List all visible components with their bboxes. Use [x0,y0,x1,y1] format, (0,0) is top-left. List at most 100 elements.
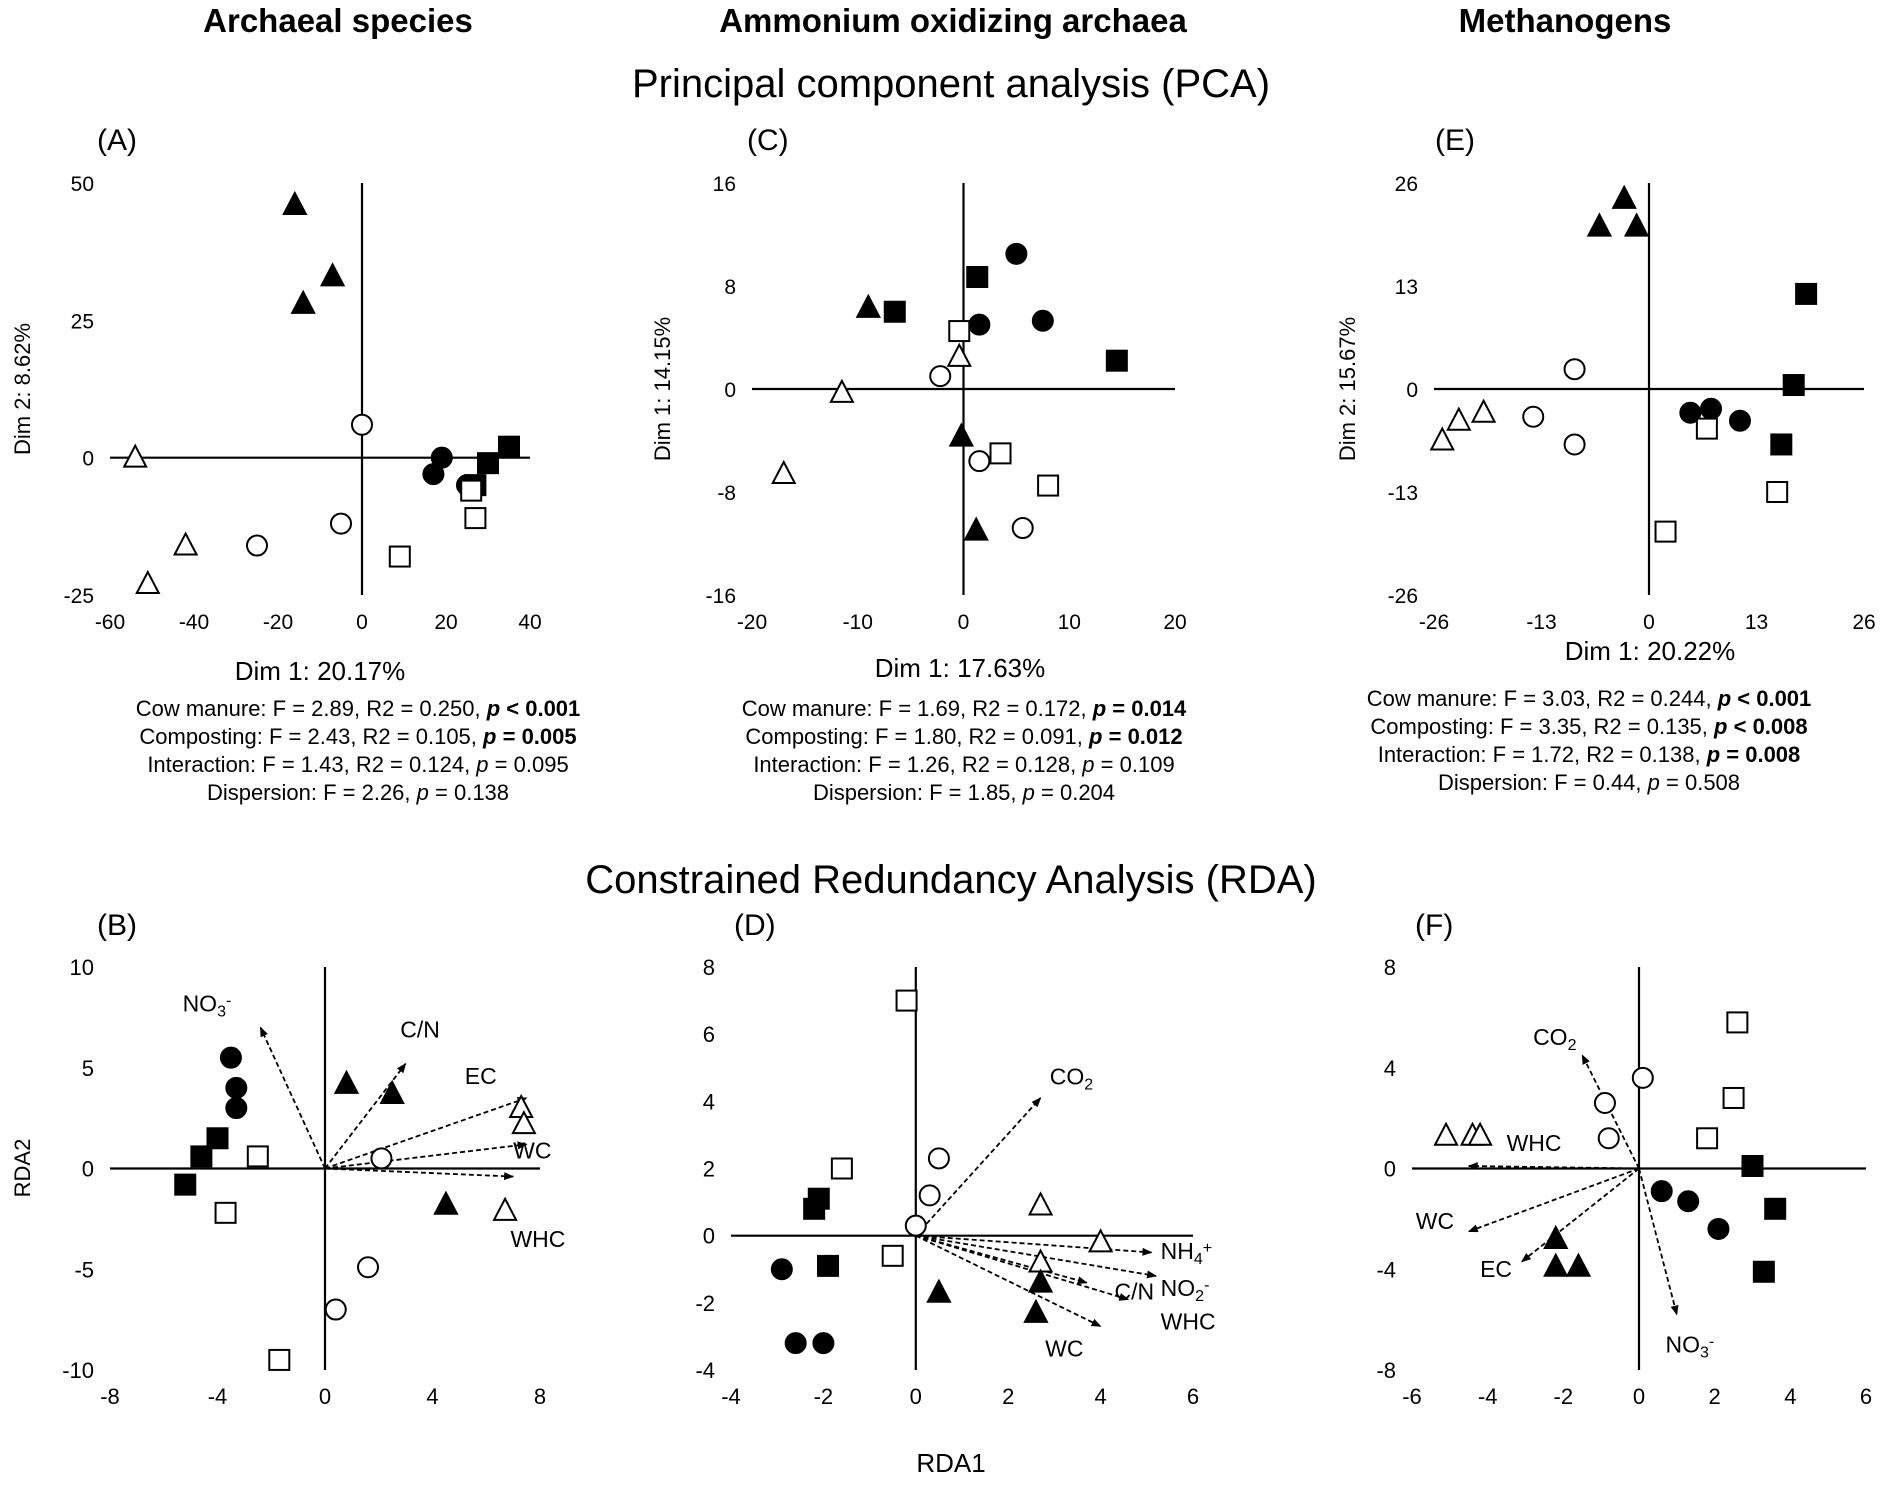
open-square-point [246,1145,269,1168]
filled-square-point [1782,374,1805,397]
filled-triangle-point [433,1190,459,1215]
open-circle-point [929,365,952,388]
x-tick-label: 4 [426,1384,438,1409]
y-tick-label: 2 [703,1157,715,1182]
open-triangle-point [1027,1248,1054,1273]
row-title-pca: Principal component analysis (PCA) [631,62,1271,106]
stats-row: Dispersion: F = 1.85, p = 0.204 [812,780,1116,805]
open-circle-point [330,512,352,535]
x-tick-label: 10 [1058,611,1081,634]
vector-arrow [915,1234,1102,1328]
y-tick-label: 0 [1384,1157,1396,1182]
y-axis-label: RDA2 [10,1139,35,1198]
open-square-point [1722,1086,1745,1109]
x-tick-label: 20 [1163,611,1186,634]
x-tick-label: -20 [263,611,293,634]
y-tick-label: 6 [703,1022,715,1047]
vector-arrow [324,1062,407,1170]
vector-arrow [915,1234,1153,1256]
y-tick-label: -16 [706,585,736,608]
x-tick-label: 0 [1633,1384,1645,1409]
y-tick-label: 8 [724,276,736,299]
filled-square-point [1752,1260,1775,1283]
open-triangle-point [1467,1121,1493,1146]
y-tick-label: 8 [703,955,715,980]
y-axis-label: Dim 2: 8.62% [10,323,35,455]
column-title-archaeal-species: Archaeal species [203,2,473,39]
filled-triangle-point [1611,184,1637,209]
filled-triangle-point [333,1069,360,1094]
x-tick-label: 6 [1860,1384,1872,1409]
column-title-methanogens: Methanogens [1458,2,1672,39]
stats-panel-a: Cow manure: F = 2.89, R2 = 0.250, p < 0.… [78,695,638,807]
stats-row: Interaction: F = 1.43, R2 = 0.124, p = 0… [147,752,569,777]
filled-square-point [1764,1197,1787,1220]
open-triangle-point [1433,1121,1459,1146]
open-circle-point [370,1147,393,1170]
open-circle-point [1597,1127,1620,1150]
stats-row: Interaction: F = 1.26, R2 = 0.128, p = 0… [753,752,1175,777]
vector-label: WC [1045,1336,1083,1362]
vector-label: WC [513,1137,551,1163]
panel-e: -26 -13 0 13 26 -26 -13 0 13 26 (E) Dim 1: 20.22% Di… [1335,124,1876,666]
filled-circle-point [1728,409,1751,432]
y-tick-label: -25 [64,585,94,608]
panel-label: (F) [1415,909,1453,942]
x-tick-label: 0 [910,1384,922,1409]
x-tick-label: 0 [356,611,368,634]
vector-arrow [324,1097,528,1170]
vector-arrow [915,1234,1158,1279]
x-tick-label: 20 [434,611,457,634]
filled-square-point [966,265,989,288]
filled-circle-point [968,313,991,336]
panel-d: -4 -2 0 2 4 6 -4 -2 0 2 4 6 8 (D) CO2 NH4+ C/N NO2- WHC WC [695,909,1215,1409]
filled-circle-point [1679,401,1702,424]
panel-label: (C) [747,124,789,157]
open-circle-point [1011,517,1034,540]
vector-label: WHC [1161,1309,1216,1335]
open-triangle-point [1087,1228,1114,1253]
y-tick-label: 0 [82,1157,94,1182]
open-circle-point [904,1214,927,1237]
panel-c: -20 -10 0 10 20 -16 -8 0 8 16 (C) Dim 1: 17.63% Dim … [650,124,1187,683]
vector-arrow [1467,1167,1640,1233]
filled-square-point [1105,349,1128,372]
y-tick-label: -5 [74,1257,94,1282]
open-square-point [388,545,411,568]
stats-row: Interaction: F = 1.72, R2 = 0.138, p = 0… [1377,742,1801,767]
filled-square-point [190,1145,213,1168]
x-tick-label: -10 [843,611,873,634]
vector-label: CO2 [1050,1064,1094,1094]
panel-b: -8 -4 0 4 8 -10 -5 0 5 10(B) RDA2 NO3- C/N EC WC WHC [10,909,565,1409]
open-square-point [948,320,971,343]
open-triangle-point [1027,1191,1054,1216]
x-tick-label: 2 [1002,1384,1014,1409]
y-tick-label: 0 [1406,379,1418,402]
open-square-point [1654,520,1677,543]
vector-arrow [915,1234,1088,1285]
x-tick-label: -2 [1554,1384,1574,1409]
y-tick-label: -8 [717,482,736,505]
vector-label: C/N [1114,1278,1154,1304]
open-circle-point [968,450,991,473]
y-tick-label: -2 [695,1291,715,1316]
filled-triangle-point [290,289,316,314]
x-tick-label: 40 [518,611,541,634]
stats-row: Cow manure: F = 1.69, R2 = 0.172, p = 0.… [741,696,1187,721]
filled-square-point [1770,433,1793,456]
filled-triangle-point [1586,212,1613,237]
vector-label: WHC [510,1226,565,1252]
filled-square-point [477,452,499,475]
open-triangle-point [946,342,972,367]
x-axis-label: Dim 1: 20.22% [1565,636,1736,666]
x-tick-label: -6 [1402,1384,1422,1409]
open-circle-point [1563,358,1586,381]
shared-x-axis-label: RDA1 [916,1448,986,1478]
y-tick-label: 26 [1395,173,1418,196]
filled-square-point [174,1173,197,1196]
filled-square-point [498,435,520,458]
open-circle-point [1522,405,1545,428]
filled-circle-point [812,1332,835,1355]
vector-arrow [1520,1167,1640,1263]
filled-circle-point [422,463,445,486]
